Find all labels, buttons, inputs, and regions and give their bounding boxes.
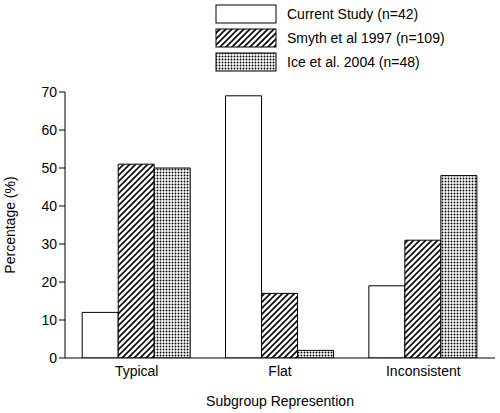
svg-text:0: 0 — [49, 350, 57, 366]
svg-text:20: 20 — [41, 274, 57, 290]
svg-text:Typical: Typical — [115, 363, 159, 379]
svg-text:70: 70 — [41, 84, 57, 100]
svg-text:30: 30 — [41, 236, 57, 252]
svg-text:50: 50 — [41, 160, 57, 176]
svg-text:Percentage (%): Percentage (%) — [8, 176, 18, 273]
svg-text:40: 40 — [41, 198, 57, 214]
html-text:Smyth et al 1997 (n=109): Smyth et al 1997 (n=109) — [287, 30, 445, 46]
svg-text:10: 10 — [41, 312, 57, 328]
svg-text:60: 60 — [41, 122, 57, 138]
html-text:Ice et al. 2004 (n=48): Ice et al. 2004 (n=48) — [287, 54, 420, 70]
html-text:Current Study (n=42): Current Study (n=42) — [287, 6, 419, 22]
svg-text:Flat: Flat — [268, 363, 291, 379]
svg-text:Inconsistent: Inconsistent — [386, 363, 461, 379]
svg-text:Subgroup Represention: Subgroup Represention — [206, 393, 354, 409]
